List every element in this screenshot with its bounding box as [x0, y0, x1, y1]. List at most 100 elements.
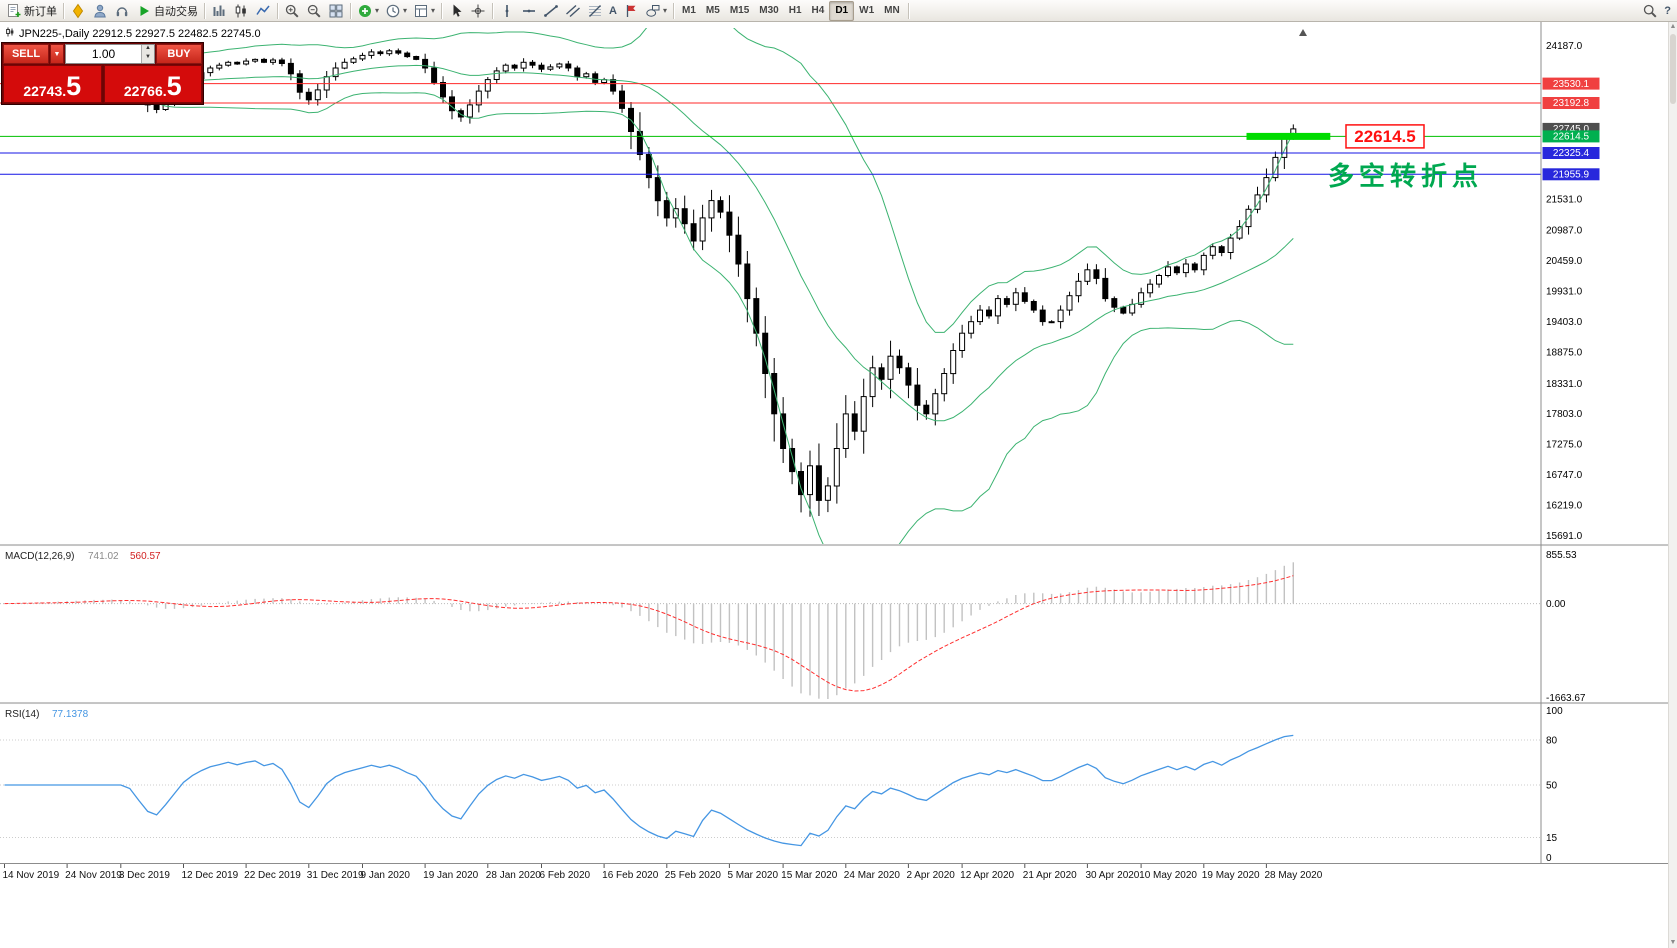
timeframe-m5-button[interactable]: M5 — [705, 5, 720, 16]
vertical-line-button[interactable] — [496, 1, 518, 21]
svg-text:10 May 2020: 10 May 2020 — [1139, 870, 1197, 881]
rsi-value: 77.1378 — [52, 709, 89, 720]
flag-icon — [626, 4, 636, 17]
rsi-pane — [0, 734, 1541, 847]
templates-button[interactable]: ▾ — [410, 1, 438, 21]
zoom-out-button[interactable] — [303, 1, 325, 21]
periods-button[interactable]: ▾ — [382, 1, 410, 21]
search-button[interactable] — [1639, 1, 1661, 21]
scroll-up-icon[interactable]: ▲ — [1669, 23, 1677, 30]
channel-button[interactable] — [562, 1, 584, 21]
hline-icon — [523, 9, 536, 12]
level-badge-22614.5-text: 22614.5 — [1553, 132, 1590, 143]
timeframe-d1-button[interactable]: D1 — [829, 0, 855, 21]
trendline-button[interactable] — [540, 1, 562, 21]
toolbar-separator — [204, 2, 205, 19]
svg-text:24187.0: 24187.0 — [1546, 41, 1583, 52]
shapes-button[interactable]: ▾ — [642, 1, 670, 21]
play-icon — [140, 5, 149, 16]
buy-button[interactable]: BUY — [156, 44, 202, 64]
timeframe-mn-button[interactable]: MN — [884, 5, 900, 16]
horizontal-line-button[interactable] — [518, 1, 540, 21]
sell-button[interactable]: SELL — [3, 44, 49, 64]
new-order-button[interactable]: 新订单 — [3, 1, 60, 21]
chevron-down-icon: ▾ — [403, 6, 408, 15]
price-tag-box[interactable] — [1345, 124, 1425, 149]
chart-title-text: JPN225-,Daily 22912.5 22927.5 22482.5 22… — [19, 27, 261, 40]
trendline-icon — [544, 4, 558, 17]
help-button[interactable]: ? — [1661, 1, 1674, 21]
lot-decrease-button[interactable]: ▼ — [142, 54, 154, 63]
indicators-button[interactable]: ▾ — [354, 1, 382, 21]
bars-icon — [213, 5, 225, 16]
toolbar-separator — [907, 2, 909, 19]
zoom-in-button[interactable] — [281, 1, 303, 21]
svg-text:6 Feb 2020: 6 Feb 2020 — [540, 870, 591, 881]
label-button[interactable] — [620, 1, 642, 21]
profile-icon[interactable] — [89, 1, 111, 21]
timeframe-m15-button[interactable]: M15 — [729, 5, 750, 16]
fibo-icon — [589, 4, 602, 17]
timeframe-w1-button[interactable]: W1 — [859, 5, 875, 16]
scroll-down-icon[interactable]: ▼ — [1669, 939, 1677, 946]
lot-size-field: ▲ ▼ — [65, 44, 155, 64]
macd-label: MACD(12,26,9) — [5, 551, 74, 562]
bar-chart-button[interactable] — [208, 1, 230, 21]
lot-increase-button[interactable]: ▲ — [142, 45, 154, 54]
sell-price-main: 22743. — [23, 83, 67, 99]
timeframe-m1-button[interactable]: M1 — [682, 5, 696, 16]
svg-text:16747.0: 16747.0 — [1546, 470, 1583, 481]
svg-text:855.53: 855.53 — [1546, 550, 1577, 561]
autotrading-button[interactable]: 自动交易 — [133, 1, 201, 21]
timeframe-m30-button[interactable]: M30 — [759, 5, 779, 16]
toolbar-separator — [492, 2, 494, 19]
svg-text:12 Dec 2019: 12 Dec 2019 — [182, 870, 239, 881]
svg-text:5 Mar 2020: 5 Mar 2020 — [727, 870, 778, 881]
svg-text:28 Jan 2020: 28 Jan 2020 — [486, 870, 541, 881]
vertical-scrollbar[interactable]: ▲ ▼ — [1668, 22, 1677, 948]
fibonacci-button[interactable] — [584, 1, 606, 21]
candlestick-chart-button[interactable] — [230, 1, 252, 21]
line-chart-button[interactable] — [252, 1, 274, 21]
lot-size-input[interactable] — [66, 45, 141, 63]
svg-text:15 Mar 2020: 15 Mar 2020 — [781, 870, 838, 881]
crosshair-icon — [471, 4, 485, 17]
main-chart-pane — [1, 28, 1297, 544]
svg-text:31 Dec 2019: 31 Dec 2019 — [307, 870, 364, 881]
symbol-icon — [5, 27, 15, 40]
horizontal-levels[interactable] — [0, 83, 1541, 175]
svg-text:30 Apr 2020: 30 Apr 2020 — [1085, 870, 1139, 881]
timeframe-h4-button[interactable]: H4 — [811, 5, 825, 16]
crosshair-button[interactable] — [467, 1, 489, 21]
buy-price-display[interactable]: 22766. 5 — [103, 65, 202, 103]
sell-price-display[interactable]: 22743. 5 — [3, 65, 102, 103]
svg-text:16219.0: 16219.0 — [1546, 501, 1583, 512]
chevron-down-icon: ▼ — [53, 50, 61, 58]
scrollbar-thumb[interactable] — [1670, 34, 1676, 104]
svg-text:18875.0: 18875.0 — [1546, 347, 1583, 358]
svg-text:19 May 2020: 19 May 2020 — [1202, 870, 1260, 881]
text-button-glyph: A — [609, 4, 617, 17]
svg-text:17275.0: 17275.0 — [1546, 440, 1583, 451]
macd-value-main: 741.02 — [88, 551, 119, 562]
svg-text:22 Dec 2019: 22 Dec 2019 — [244, 870, 301, 881]
line-icon — [256, 5, 270, 15]
new-order-icon — [8, 3, 21, 17]
support-icon[interactable] — [111, 1, 133, 21]
chevron-down-icon: ▾ — [431, 6, 436, 15]
mql5-icon[interactable] — [67, 1, 89, 21]
tile-windows-button[interactable] — [325, 1, 347, 21]
highlight-band[interactable] — [1246, 132, 1331, 140]
current-price-badge — [1542, 122, 1600, 135]
order-type-dropdown[interactable]: ▼ — [50, 44, 64, 64]
svg-text:21 Apr 2020: 21 Apr 2020 — [1023, 870, 1077, 881]
chart-shift-marker[interactable] — [1299, 29, 1307, 36]
top-toolbar: 新订单 自动交易 ▾ ▾ ▾ A ▾ M1 M5 M15 M30 H1 H4 D1 W1 MN? — [0, 0, 1677, 22]
text-button[interactable]: A — [606, 1, 620, 21]
cursor-button[interactable] — [445, 1, 467, 21]
diamond-icon — [72, 3, 84, 18]
svg-text:17803.0: 17803.0 — [1546, 409, 1583, 420]
timeframe-h1-button[interactable]: H1 — [788, 5, 802, 16]
svg-text:25 Feb 2020: 25 Feb 2020 — [665, 870, 722, 881]
price-chart[interactable]: 24187.0 21531.0 20987.0 20459.0 19931.0 19403… — [0, 22, 1677, 948]
